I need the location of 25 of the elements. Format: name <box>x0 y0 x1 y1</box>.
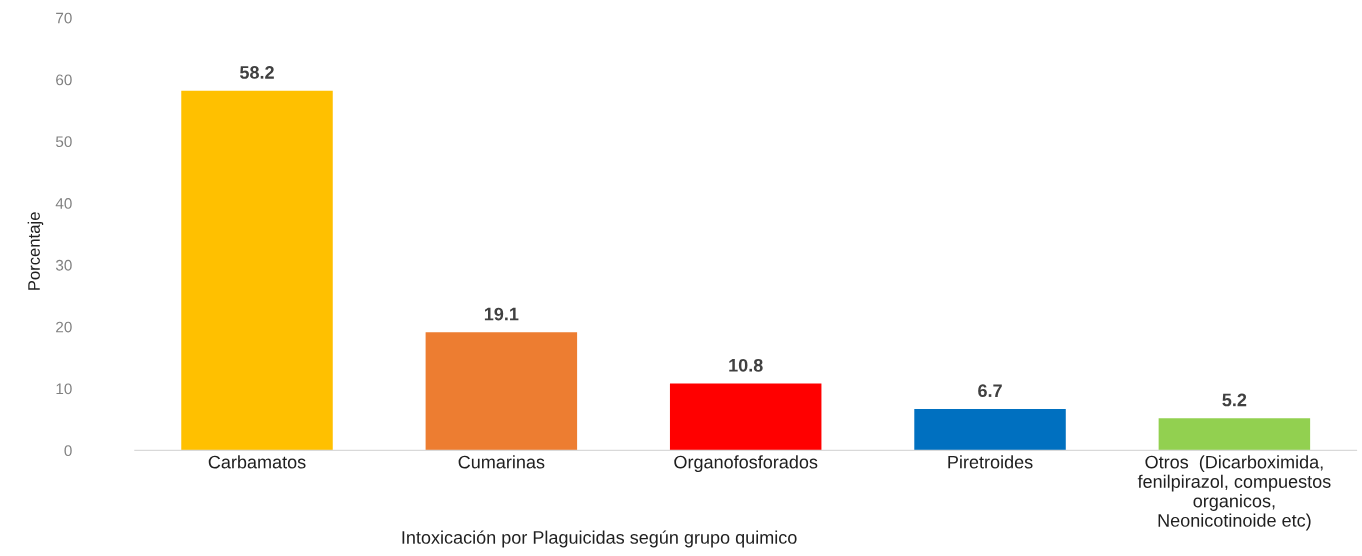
y-tick-label: 40 <box>55 198 72 209</box>
data-label: 6.7 <box>978 384 1002 398</box>
bar <box>669 383 822 451</box>
y-tick-label: 10 <box>56 383 72 395</box>
bar <box>425 332 578 451</box>
y-tick-label: 30 <box>55 259 72 271</box>
x-tick-label: Organofosforados <box>674 455 818 473</box>
bar <box>181 90 333 451</box>
x-tick-label: Cumarinas <box>458 455 545 469</box>
y-tick-label: 0 <box>64 445 72 457</box>
x-tick-label: Piretroides <box>948 455 1033 469</box>
bar <box>914 408 1066 451</box>
data-label: 58.2 <box>240 66 274 79</box>
x-tick-label: Otros (Dicarboximida, fenilpirazol, compuestos organicos, Neonicotinoide etc) <box>1137 455 1331 531</box>
y-tick-label: 20 <box>56 321 72 333</box>
data-label: 5.2 <box>1222 393 1247 407</box>
data-label: 19.1 <box>484 307 519 321</box>
data-label: 10.8 <box>729 358 763 372</box>
y-tick-label: 70 <box>56 12 72 24</box>
y-axis-title: Porcentaje <box>27 212 44 290</box>
y-tick-label: 60 <box>56 74 72 86</box>
x-tick-label: Carbamatos <box>208 455 306 469</box>
y-tick-label: 50 <box>55 136 72 148</box>
bar <box>1158 418 1311 451</box>
x-axis-title: Intoxicación por Plaguicidas según grupo quimico <box>402 530 797 548</box>
